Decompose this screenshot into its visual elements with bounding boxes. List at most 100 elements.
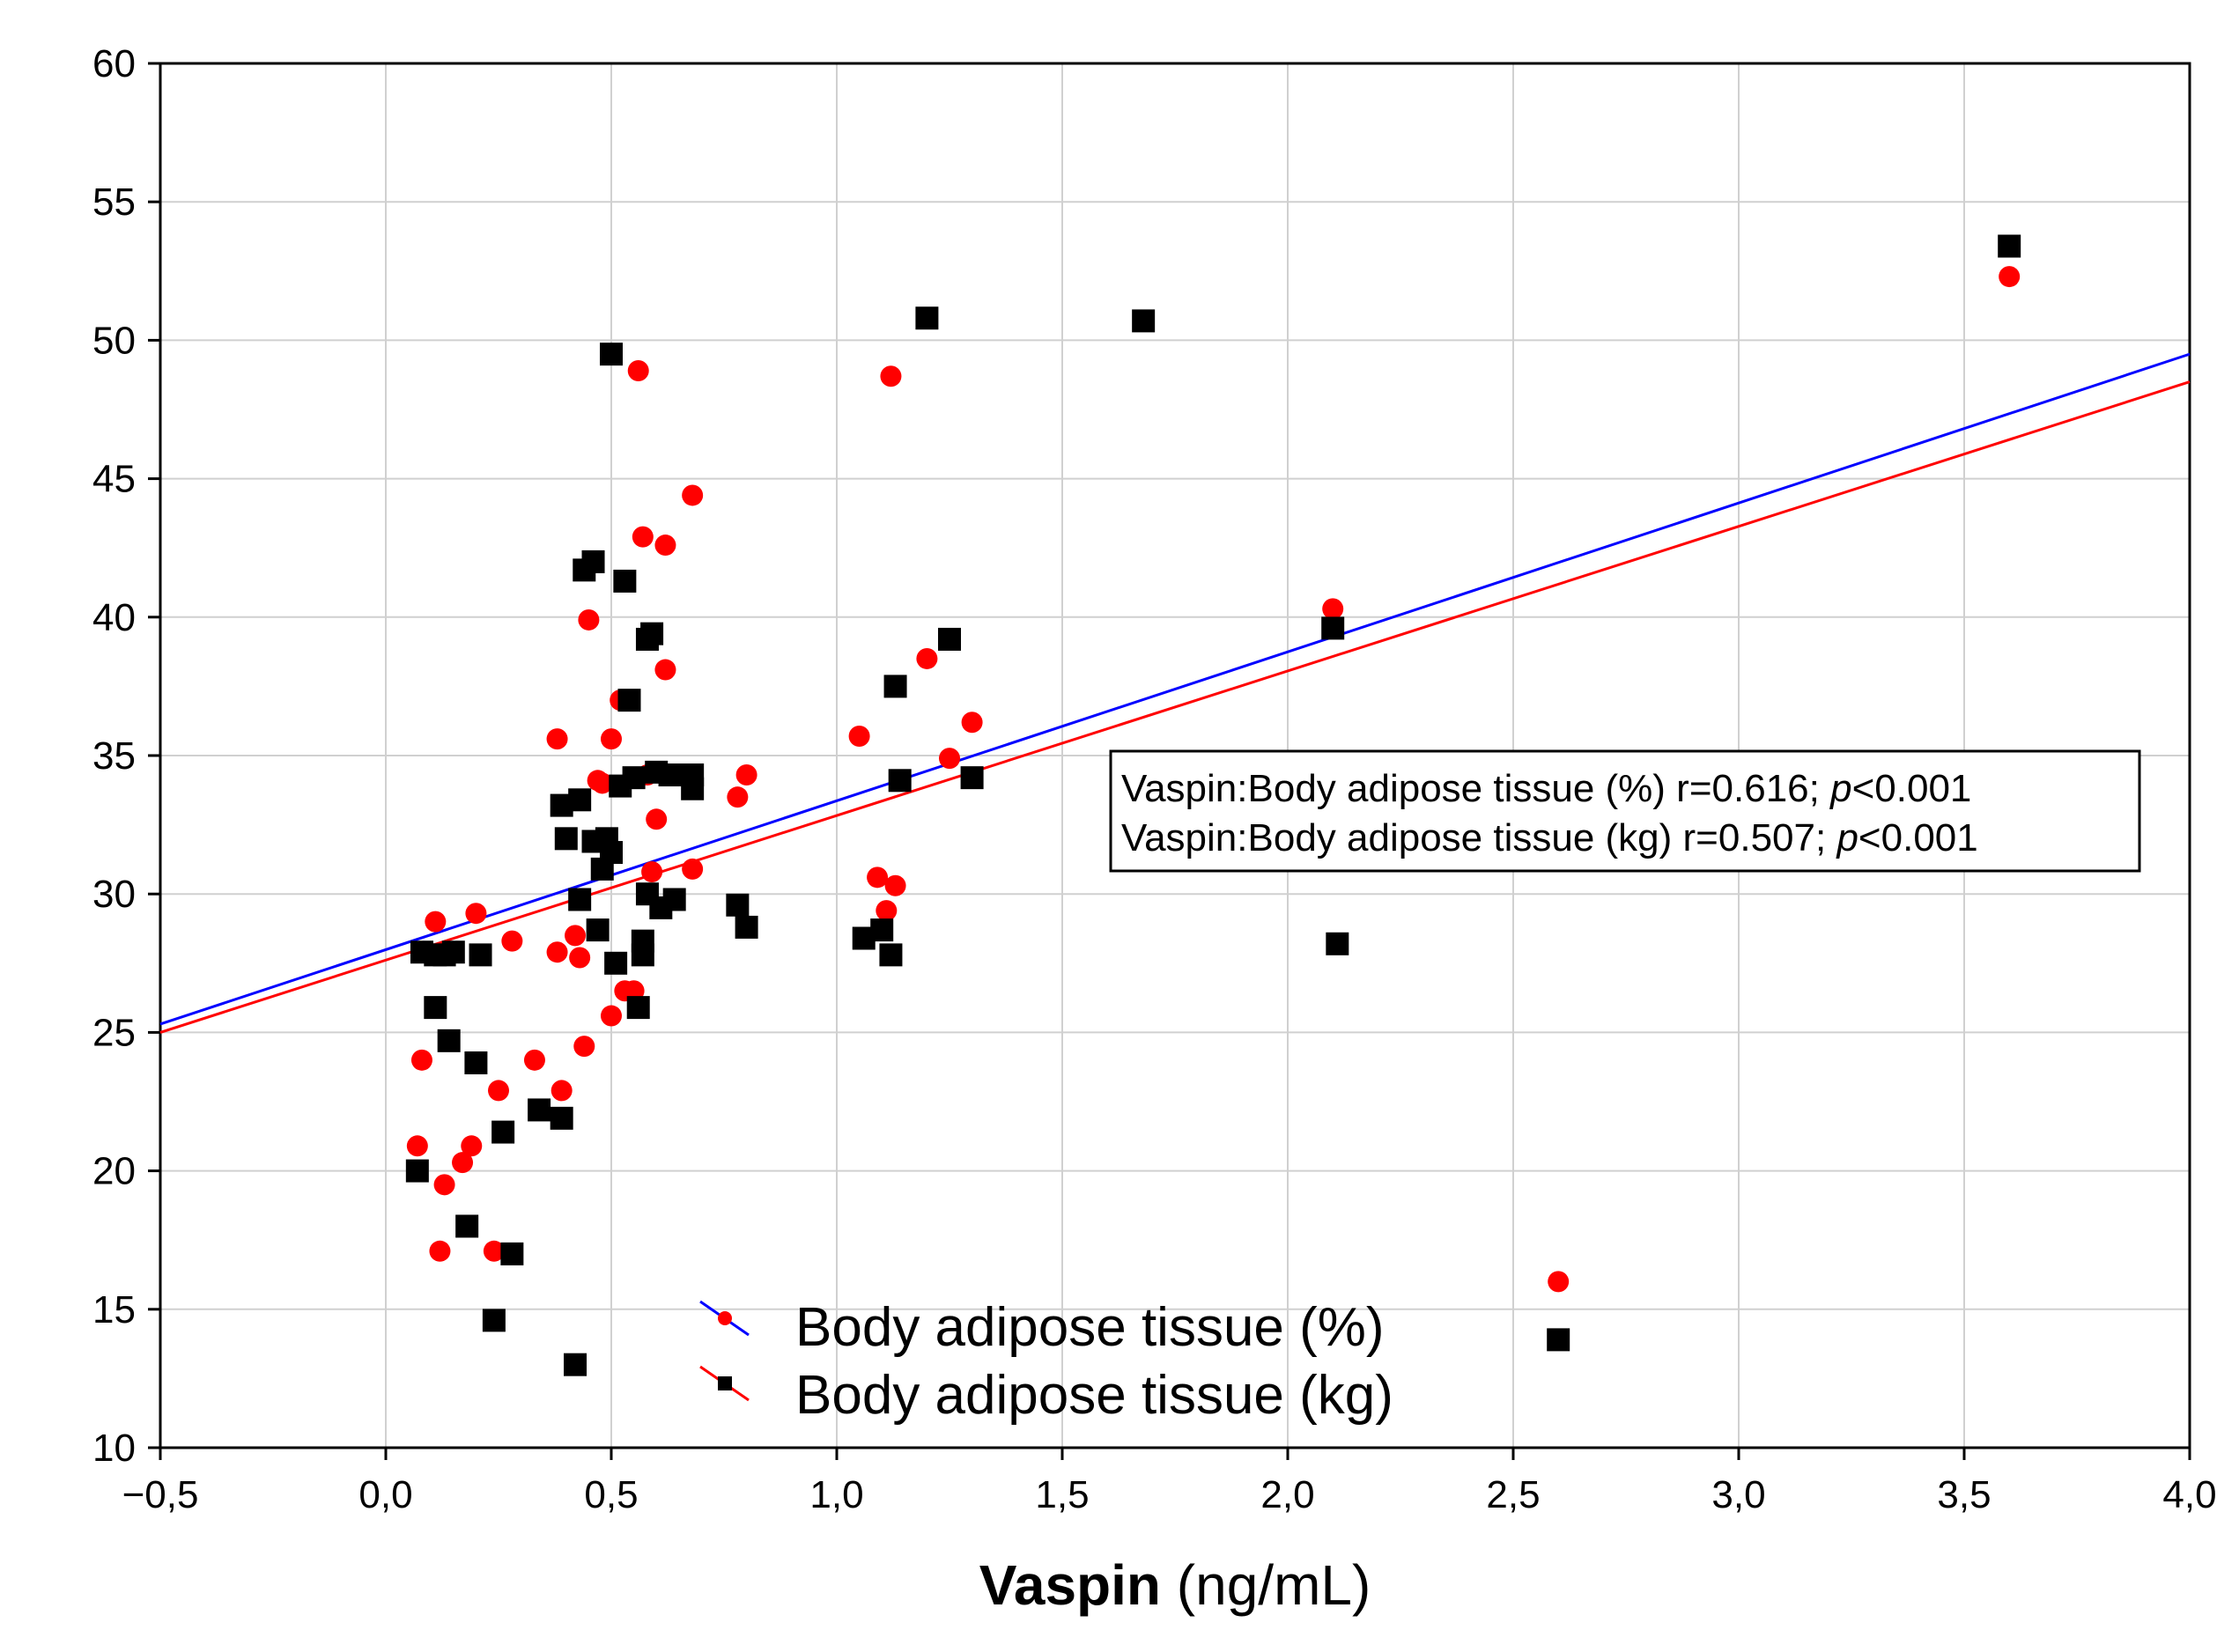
data-point-percent bbox=[433, 1174, 455, 1196]
data-point-kg bbox=[600, 841, 623, 865]
y-tick-label: 15 bbox=[92, 1288, 136, 1331]
correlation-annotation: Vaspin:Body adipose tissue (%) r=0.616; … bbox=[1109, 749, 2141, 873]
data-point-kg bbox=[622, 766, 646, 790]
x-tick-label: 3,0 bbox=[1711, 1473, 1765, 1516]
data-point-kg bbox=[464, 1051, 488, 1074]
data-point-percent bbox=[488, 1080, 509, 1102]
data-point-kg bbox=[564, 1353, 587, 1376]
y-tick-label: 25 bbox=[92, 1011, 136, 1054]
data-point-kg bbox=[735, 915, 758, 939]
data-point-kg bbox=[568, 788, 592, 812]
data-point-kg bbox=[568, 888, 592, 911]
data-point-percent bbox=[461, 1135, 483, 1157]
data-point-kg bbox=[604, 951, 628, 975]
x-tick-label: −0,5 bbox=[122, 1473, 199, 1516]
data-point-percent bbox=[916, 647, 938, 669]
x-tick-label: 1,5 bbox=[1035, 1473, 1089, 1516]
data-point-kg bbox=[441, 940, 465, 964]
data-point-kg bbox=[658, 763, 682, 787]
data-point-percent bbox=[546, 941, 568, 963]
data-point-percent bbox=[682, 858, 704, 880]
annotation-frame bbox=[1109, 749, 2141, 873]
data-point-percent bbox=[961, 712, 983, 734]
data-point-percent bbox=[884, 874, 906, 896]
data-point-percent bbox=[483, 1240, 505, 1262]
data-point-percent bbox=[501, 930, 523, 952]
data-point-kg bbox=[640, 622, 664, 645]
legend-item-kg: Body adipose tissue (kg) bbox=[699, 1365, 1393, 1426]
legend: Body adipose tissue (%) Body adipose tis… bbox=[699, 1297, 1393, 1426]
data-point-kg bbox=[455, 1214, 479, 1238]
data-point-kg bbox=[662, 888, 686, 911]
data-point-kg bbox=[1326, 932, 1349, 955]
data-point-percent bbox=[654, 659, 676, 681]
annotation-line-1: Vaspin:Body adipose tissue (%) r=0.616; … bbox=[1121, 767, 1971, 810]
data-point-percent bbox=[565, 925, 587, 947]
data-point-percent bbox=[569, 947, 591, 969]
x-tick-label: 1,0 bbox=[809, 1473, 863, 1516]
data-point-percent bbox=[727, 786, 749, 808]
data-point-percent bbox=[654, 535, 676, 557]
data-point-kg bbox=[681, 777, 705, 800]
data-point-percent bbox=[646, 808, 668, 830]
data-point-kg bbox=[960, 766, 984, 790]
data-point-kg bbox=[586, 918, 610, 942]
data-point-kg bbox=[613, 569, 637, 593]
data-point-percent bbox=[848, 725, 870, 747]
data-point-kg bbox=[1547, 1328, 1570, 1352]
y-tick-label: 20 bbox=[92, 1150, 136, 1193]
data-point-kg bbox=[617, 689, 641, 712]
data-point-kg bbox=[554, 827, 578, 851]
data-point-percent bbox=[410, 1049, 432, 1071]
data-point-percent bbox=[1548, 1271, 1570, 1293]
x-tick-label: 0,5 bbox=[584, 1473, 638, 1516]
legend-item-percent: Body adipose tissue (%) bbox=[699, 1297, 1385, 1358]
data-point-percent bbox=[406, 1135, 428, 1157]
data-point-kg bbox=[631, 929, 654, 953]
data-point-percent bbox=[578, 608, 600, 631]
fit-line-percent bbox=[159, 352, 2191, 1026]
y-tick-label: 45 bbox=[92, 458, 136, 501]
data-point-percent bbox=[425, 911, 447, 933]
data-point-percent bbox=[735, 764, 757, 786]
data-point-percent bbox=[601, 1005, 622, 1027]
data-point-kg bbox=[550, 1106, 573, 1130]
y-tick-label: 35 bbox=[92, 734, 136, 778]
data-point-percent bbox=[632, 526, 654, 548]
x-tick-label: 0,0 bbox=[358, 1473, 412, 1516]
data-point-kg bbox=[915, 306, 939, 330]
y-tick-label: 55 bbox=[92, 181, 136, 224]
data-point-kg bbox=[1321, 616, 1345, 640]
data-point-percent bbox=[627, 359, 649, 381]
data-point-kg bbox=[888, 769, 912, 793]
y-tick-label: 40 bbox=[92, 596, 136, 639]
data-point-kg bbox=[405, 1159, 429, 1183]
fit-line-layer bbox=[159, 352, 2191, 1034]
data-point-percent bbox=[867, 867, 889, 889]
x-tick-label: 4,0 bbox=[2162, 1473, 2216, 1516]
data-point-percent bbox=[601, 728, 622, 750]
data-point-kg bbox=[870, 918, 894, 942]
data-point-percent bbox=[939, 748, 960, 770]
tick-layer: −0,5 0,0 0,5 1,0 1,5 2,0 2,5 3,0 3,5 4,0 10 15 20 25 3… bbox=[92, 42, 2217, 1516]
legend-percent-label: Body adipose tissue (%) bbox=[795, 1297, 1385, 1358]
y-tick-label: 50 bbox=[92, 319, 136, 362]
data-point-kg bbox=[491, 1120, 515, 1144]
data-point-percent bbox=[1322, 598, 1344, 620]
data-point-kg bbox=[469, 943, 492, 967]
data-point-kg bbox=[1998, 234, 2021, 258]
data-point-kg bbox=[482, 1309, 506, 1332]
annotation-line-2: Vaspin:Body adipose tissue (kg) r=0.507;… bbox=[1121, 816, 1978, 859]
y-tick-label: 60 bbox=[92, 42, 136, 85]
data-point-kg bbox=[581, 549, 605, 573]
legend-kg-marker bbox=[718, 1376, 732, 1390]
y-tick-label: 10 bbox=[92, 1427, 136, 1470]
data-point-percent bbox=[523, 1049, 545, 1071]
data-point-percent bbox=[465, 903, 487, 925]
data-point-kg bbox=[726, 893, 750, 917]
data-point-kg bbox=[1132, 309, 1156, 333]
data-point-kg bbox=[883, 675, 907, 698]
data-point-percent bbox=[1999, 266, 2021, 288]
data-point-kg bbox=[938, 627, 961, 651]
y-tick-label: 30 bbox=[92, 873, 136, 916]
